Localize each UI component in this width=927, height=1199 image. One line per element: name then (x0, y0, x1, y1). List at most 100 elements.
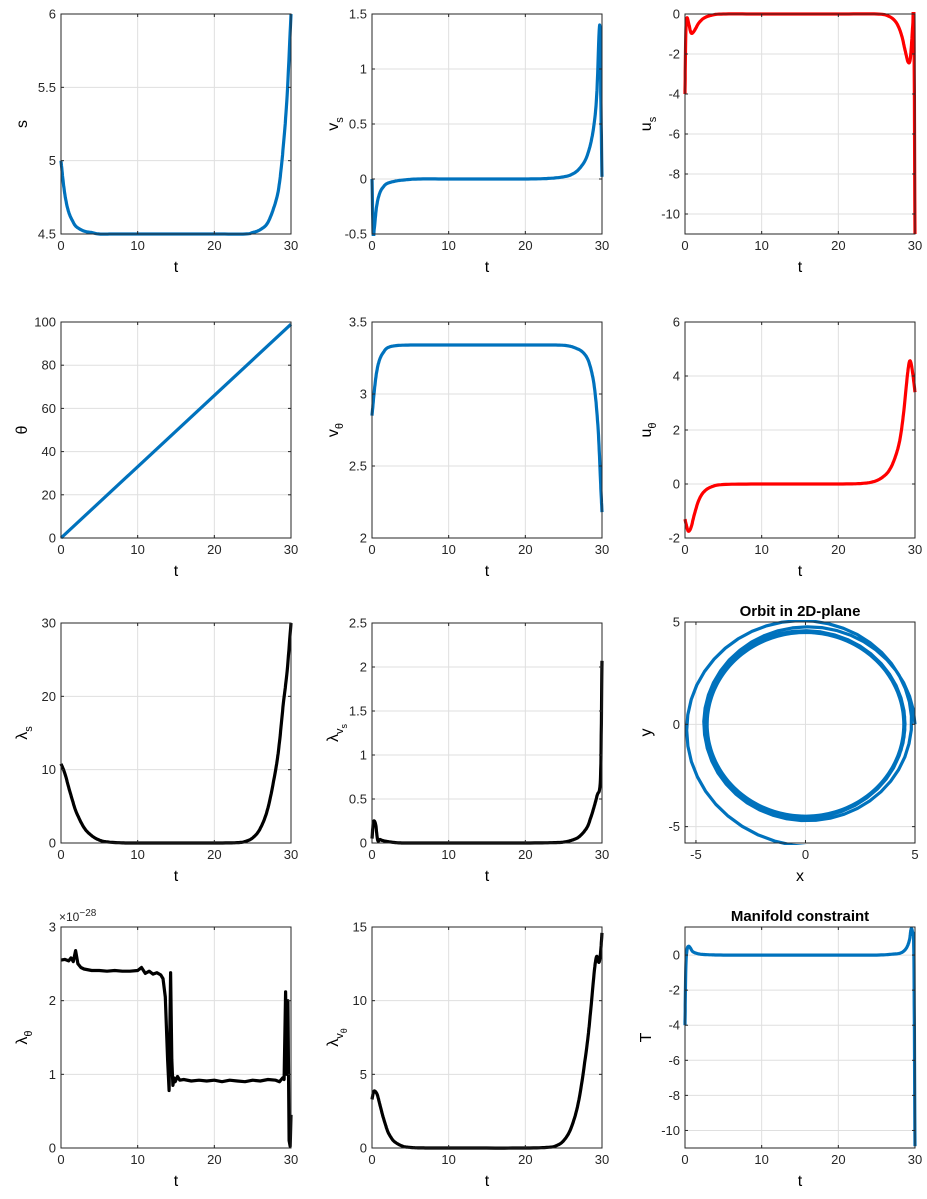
x-tick-label: 20 (518, 542, 532, 557)
y-tick-label: 0 (49, 531, 56, 546)
x-axis-label: t (485, 563, 490, 580)
y-tick-label: 30 (42, 616, 56, 631)
x-axis-label: t (798, 259, 803, 276)
plot-area (685, 14, 915, 234)
y-tick-label: 2 (360, 660, 367, 675)
y-tick-label: -8 (668, 167, 680, 182)
y-tick-label: 2.5 (349, 459, 367, 474)
axes-box (60, 622, 292, 844)
x-tick-label: 0 (368, 847, 375, 862)
x-tick-label: 0 (681, 542, 688, 557)
y-exponent-label: ×10−28 (59, 908, 97, 924)
chart-panel-lambda_theta: 0 10 20 30 0 1 2 3 t λθ ×10−28 (14, 908, 298, 1190)
x-tick-label: 10 (130, 542, 144, 557)
y-tick-label: 0.5 (349, 792, 367, 807)
y-tick-label: 1 (360, 748, 367, 763)
y-axis-label: vθ (325, 423, 346, 437)
series-line-utheta (683, 359, 917, 533)
x-tick-label: 30 (284, 1152, 298, 1167)
y-tick-label: 1 (49, 1067, 56, 1082)
y-tick-label: 20 (42, 487, 56, 502)
y-tick-label: 4.5 (38, 227, 56, 242)
x-tick-label: 30 (595, 1152, 609, 1167)
axes-box (371, 321, 603, 539)
y-axis-label: us (638, 116, 659, 131)
x-tick-label: 30 (908, 1152, 922, 1167)
series-line-lambda_theta (60, 949, 293, 1149)
y-axis-label: T (638, 1032, 655, 1042)
plot-area (372, 623, 602, 843)
plot-area (61, 14, 291, 234)
chart-panel-lambda_vtheta: 0 10 20 30 0 5 10 15 t λvθ (325, 920, 609, 1191)
x-tick-label: 0 (368, 1152, 375, 1167)
y-tick-label: 2 (360, 531, 367, 546)
chart-panel-vtheta: 0 10 20 30 2 2.5 3 3.5 t vθ (325, 315, 609, 581)
x-tick-label: 30 (284, 847, 298, 862)
y-tick-label: 3 (49, 920, 56, 935)
y-tick-label: 2 (49, 993, 56, 1008)
x-tick-label: 20 (207, 238, 221, 253)
y-tick-label: 1.5 (349, 7, 367, 22)
y-tick-label: 4 (673, 369, 680, 384)
y-tick-label: 20 (42, 689, 56, 704)
x-tick-label: 30 (595, 847, 609, 862)
chart-panel-lambda_vs: 0 10 20 30 0 0.5 1 1.5 2 2.5 t λvs (325, 616, 609, 886)
y-tick-label: 5 (49, 153, 56, 168)
y-tick-label: 1.5 (349, 704, 367, 719)
chart-title: Manifold constraint (731, 908, 869, 925)
x-tick-label: 30 (595, 542, 609, 557)
x-axis-label: x (796, 868, 804, 885)
x-tick-label: 0 (368, 238, 375, 253)
y-tick-label: 3 (360, 387, 367, 402)
series-line-vs (370, 23, 604, 236)
y-axis-label: vs (325, 117, 346, 131)
y-tick-label: 0 (360, 836, 367, 851)
y-tick-label: 1 (360, 62, 367, 77)
x-tick-label: 10 (754, 238, 768, 253)
x-axis-label: t (798, 563, 803, 580)
x-tick-label: 10 (130, 238, 144, 253)
y-tick-label: 0 (360, 172, 367, 187)
x-tick-label: 10 (754, 1152, 768, 1167)
x-tick-label: 20 (518, 238, 532, 253)
x-tick-label: 0 (57, 238, 64, 253)
chart-panel-theta: 0 10 20 30 0 20 40 60 80 100 t θ (14, 315, 298, 581)
x-tick-label: 20 (518, 1152, 532, 1167)
y-tick-label: 0 (360, 1141, 367, 1156)
x-tick-label: 0 (681, 238, 688, 253)
x-tick-label: -5 (690, 847, 702, 862)
x-axis-label: t (174, 868, 179, 885)
x-tick-label: 20 (207, 542, 221, 557)
y-tick-label: -6 (668, 127, 680, 142)
chart-panel-lambda_s: 0 10 20 30 0 10 20 30 t λs (14, 616, 298, 886)
y-tick-label: 0 (673, 948, 680, 963)
y-axis-label: λs (14, 726, 35, 740)
y-tick-label: 60 (42, 401, 56, 416)
x-tick-label: 20 (831, 238, 845, 253)
x-tick-label: 10 (441, 847, 455, 862)
x-tick-label: 0 (802, 847, 809, 862)
x-tick-label: 10 (130, 1152, 144, 1167)
x-tick-label: 0 (57, 847, 64, 862)
y-tick-label: -2 (668, 47, 680, 62)
y-axis-label: uθ (638, 422, 659, 437)
axes-box (371, 926, 603, 1149)
x-axis-label: t (485, 1173, 490, 1190)
y-tick-label: 0 (673, 477, 680, 492)
x-tick-label: 10 (441, 238, 455, 253)
chart-panel-manifold: 0 10 20 30 -10 -8 -6 -4 -2 0 t T Manifold constraint (638, 908, 922, 1190)
x-axis-label: t (798, 1173, 803, 1190)
y-tick-label: 5 (673, 615, 680, 630)
y-tick-label: 10 (353, 993, 367, 1008)
x-axis-label: t (174, 259, 179, 276)
plot-area (685, 927, 915, 1148)
x-tick-label: 20 (518, 847, 532, 862)
series-line-vtheta (370, 343, 604, 513)
y-tick-label: -10 (661, 207, 680, 222)
x-axis-label: t (174, 563, 179, 580)
series-line-theta (59, 323, 293, 540)
y-tick-label: 100 (34, 315, 56, 330)
y-tick-label: -5 (668, 819, 680, 834)
y-tick-label: 10 (42, 762, 56, 777)
